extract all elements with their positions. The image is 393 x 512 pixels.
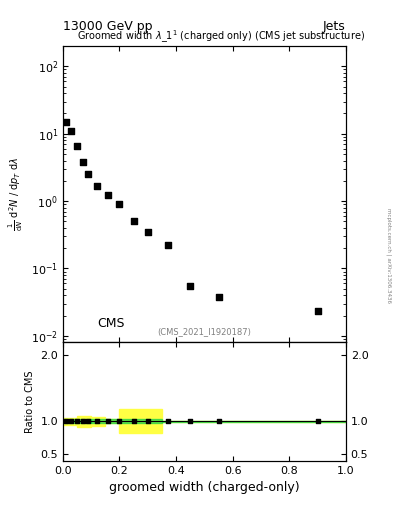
Point — [94, 181, 100, 189]
Text: (CMS_2021_I1920187): (CMS_2021_I1920187) — [158, 327, 251, 336]
Point — [314, 307, 321, 315]
Bar — [77, 419, 91, 423]
Point — [187, 282, 193, 290]
Point — [68, 127, 75, 135]
Point — [62, 118, 69, 126]
Point — [105, 190, 111, 199]
Text: Groomed width $\lambda\_1^1$ (charged only) (CMS jet substructure): Groomed width $\lambda\_1^1$ (charged on… — [77, 29, 365, 46]
Point — [85, 417, 92, 425]
Text: CMS: CMS — [97, 317, 124, 330]
Point — [164, 417, 171, 425]
Point — [94, 417, 100, 425]
Point — [164, 241, 171, 249]
Bar — [77, 416, 91, 426]
Text: 13000 GeV pp: 13000 GeV pp — [63, 20, 152, 33]
Point — [62, 417, 69, 425]
Point — [215, 417, 222, 425]
Bar — [119, 410, 162, 433]
Point — [145, 228, 151, 236]
Point — [74, 142, 80, 151]
Point — [116, 417, 123, 425]
Point — [215, 293, 222, 301]
Point — [85, 170, 92, 178]
Y-axis label: Ratio to CMS: Ratio to CMS — [25, 370, 35, 433]
Bar — [162, 421, 346, 422]
Bar — [91, 417, 105, 426]
Point — [130, 217, 137, 225]
Bar — [63, 418, 77, 424]
Bar — [119, 419, 162, 423]
Point — [187, 417, 193, 425]
Bar — [105, 419, 119, 423]
Bar — [91, 419, 119, 423]
Point — [79, 158, 86, 166]
Point — [74, 417, 80, 425]
Point — [314, 417, 321, 425]
Text: Jets: Jets — [323, 20, 346, 33]
Point — [130, 417, 137, 425]
Point — [116, 200, 123, 208]
Bar — [63, 419, 77, 423]
Point — [68, 417, 75, 425]
X-axis label: groomed width (charged-only): groomed width (charged-only) — [109, 481, 300, 494]
Text: mcplots.cern.ch | arXiv:1306.3436: mcplots.cern.ch | arXiv:1306.3436 — [386, 208, 391, 304]
Point — [105, 417, 111, 425]
Bar — [162, 421, 346, 422]
Point — [79, 417, 86, 425]
Point — [145, 417, 151, 425]
Y-axis label: $\frac{1}{\mathrm{d}N}$ $\mathrm{d}^2N$ / $\mathrm{d}p_T$ $\mathrm{d}\lambda$: $\frac{1}{\mathrm{d}N}$ $\mathrm{d}^2N$ … — [7, 157, 26, 231]
